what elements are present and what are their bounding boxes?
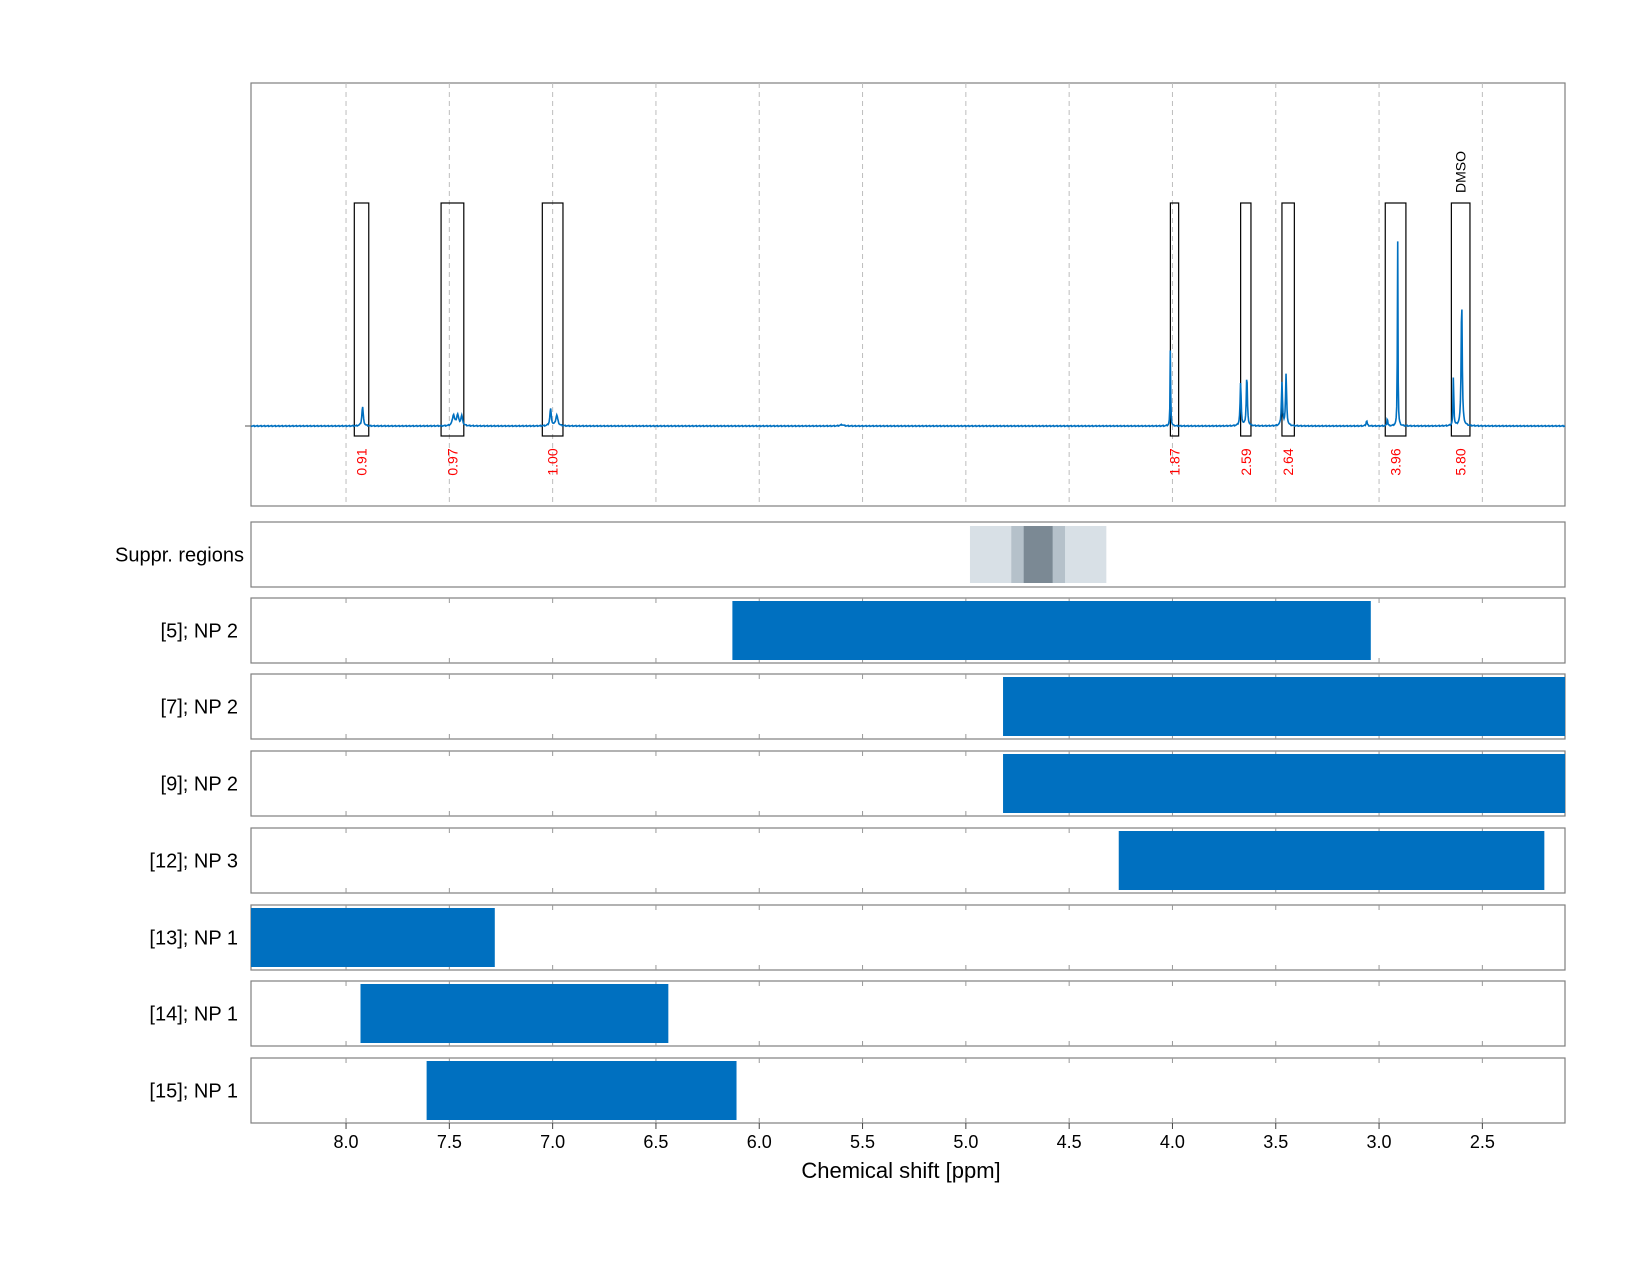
integral-value-label: 1.00 [545,448,561,475]
integral-value-label: 3.96 [1388,448,1404,475]
integral-value-label: 5.80 [1453,448,1469,475]
bar-row-label: [9]; NP 2 [161,774,238,796]
integral-box [1240,202,1252,437]
x-tick-label: 6.5 [643,1132,668,1152]
bar-row: [13]; NP 1 [149,904,1566,971]
integral-box [1281,202,1295,437]
bar-row-label: [12]; NP 3 [149,851,238,873]
spectrum-panel: 0.91 0.97 1.00 1.87 2.59 2.64 3.96 5.80 DMSO [245,82,1566,507]
suppression-regions-panel: Suppr. regions [115,521,1566,588]
range-bar [360,984,669,1043]
integral-box [1384,202,1407,437]
x-tick-label: 8.0 [334,1132,359,1152]
integral-box [353,202,370,437]
bar-row-label: [5]; NP 2 [161,621,238,643]
integral-box [1169,202,1180,437]
x-tick-label: 4.5 [1057,1132,1082,1152]
bar-panels: [5]; NP 2 [7]; NP 2 [9]; NP 2 [12]; NP 3 [13… [149,597,1566,1124]
bar-row: [14]; NP 1 [149,980,1566,1047]
bar-row: [9]; NP 2 [161,750,1566,817]
suppression-frame [250,521,1566,588]
x-tick-label: 2.5 [1470,1132,1495,1152]
integral-value-label: 0.91 [354,448,370,475]
bar-row-label: [13]; NP 1 [149,928,238,950]
x-tick-label: 4.0 [1160,1132,1185,1152]
range-bar [1003,677,1565,736]
x-tick-label: 3.0 [1367,1132,1392,1152]
x-tick-label: 5.0 [953,1132,978,1152]
x-axis-label: Chemical shift [ppm] [801,1158,1000,1183]
x-tick-label: 7.5 [437,1132,462,1152]
bar-row: [12]; NP 3 [149,827,1566,894]
bar-row: [7]; NP 2 [161,673,1566,740]
spectrum-line [250,241,1566,428]
integral-value-label: 2.64 [1280,448,1296,475]
range-bar [1003,754,1565,813]
bar-row: [5]; NP 2 [161,597,1566,664]
integral-box [1450,202,1471,437]
suppression-label: Suppr. regions [115,545,244,567]
integral-box [440,202,465,437]
integral-value-label: 2.59 [1238,448,1254,475]
dmso-annotation: DMSO [1453,151,1469,193]
spectrum-frame [250,82,1566,507]
x-tick-label: 3.5 [1263,1132,1288,1152]
bar-row: [15]; NP 1 [149,1057,1566,1124]
x-tick-label: 5.5 [850,1132,875,1152]
x-axis: 8.0 7.5 7.0 6.5 6.0 5.5 5.0 4.5 4.0 3.5 3.0 2.5 [334,1123,1495,1152]
x-tick-label: 6.0 [747,1132,772,1152]
x-tick-label: 7.0 [540,1132,565,1152]
suppression-region [1023,526,1053,583]
range-bar [251,908,495,967]
bar-row-label: [7]; NP 2 [161,697,238,719]
range-bar [1118,831,1545,890]
bar-row-label: [14]; NP 1 [149,1004,238,1026]
range-bar [732,601,1371,660]
range-bar [426,1061,737,1120]
integral-box [541,202,564,437]
bar-row-label: [15]; NP 1 [149,1081,238,1103]
integral-value-label: 1.87 [1167,448,1183,475]
integral-value-label: 0.97 [444,448,460,475]
